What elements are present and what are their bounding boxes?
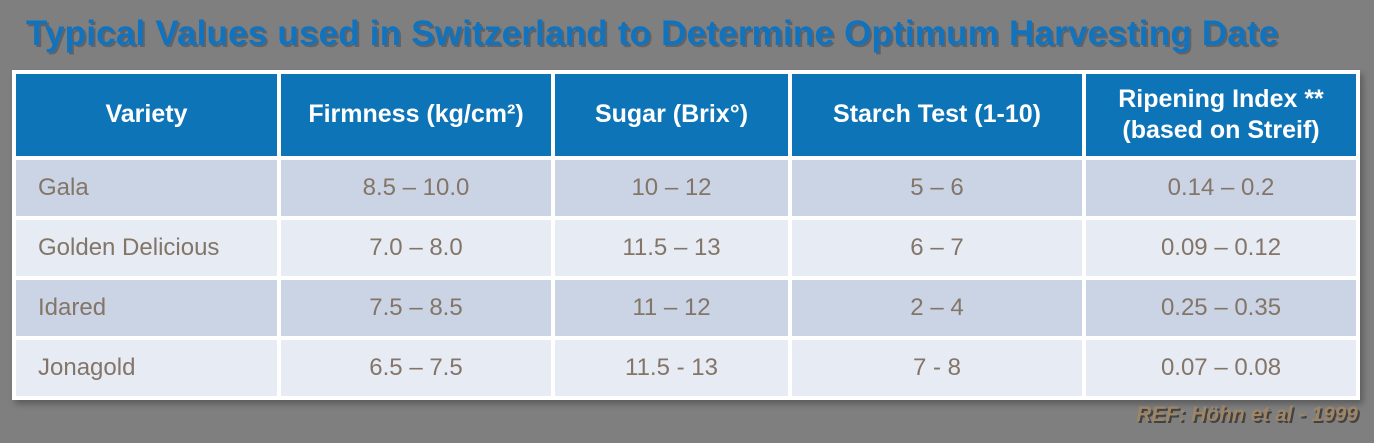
col-header-label: Starch Test (1-10) (833, 100, 1041, 129)
cell-starch: 5 – 6 (792, 160, 1082, 216)
cell-variety: Gala (16, 160, 277, 216)
cell-firmness: 7.5 – 8.5 (281, 280, 551, 336)
reference-note: REF: Höhn et al - 1999 (1136, 403, 1358, 426)
cell-ripening: 0.09 – 0.12 (1086, 220, 1356, 276)
col-header-label: Firmness (kg/cm²) (308, 100, 524, 129)
col-header-label-line2: (based on Streif) (1122, 116, 1320, 144)
col-header-label-line1: Ripening Index ** (1118, 84, 1324, 113)
cell-sugar: 10 – 12 (555, 160, 788, 216)
cell-firmness: 6.5 – 7.5 (281, 340, 551, 396)
page-title: Typical Values used in Switzerland to De… (26, 14, 1279, 53)
table-row: Gala 8.5 – 10.0 10 – 12 5 – 6 0.14 – 0.2 (16, 160, 1356, 216)
cell-starch: 2 – 4 (792, 280, 1082, 336)
cell-starch: 6 – 7 (792, 220, 1082, 276)
cell-sugar: 11.5 – 13 (555, 220, 788, 276)
col-header-ripening-index: Ripening Index ** (based on Streif) (1086, 74, 1356, 156)
cell-firmness: 7.0 – 8.0 (281, 220, 551, 276)
col-header-firmness: Firmness (kg/cm²) (281, 74, 551, 156)
cell-ripening: 0.14 – 0.2 (1086, 160, 1356, 216)
cell-firmness: 8.5 – 10.0 (281, 160, 551, 216)
col-header-starch-test: Starch Test (1-10) (792, 74, 1082, 156)
col-header-variety: Variety (16, 74, 277, 156)
cell-variety: Jonagold (16, 340, 277, 396)
col-header-label: Variety (105, 100, 188, 129)
cell-ripening: 0.07 – 0.08 (1086, 340, 1356, 396)
cell-variety: Golden Delicious (16, 220, 277, 276)
cell-ripening: 0.25 – 0.35 (1086, 280, 1356, 336)
table-row: Golden Delicious 7.0 – 8.0 11.5 – 13 6 –… (16, 220, 1356, 276)
col-header-label: Sugar (Brix°) (594, 100, 749, 129)
table-header-row: Variety Firmness (kg/cm²) Sugar (Brix°) … (16, 74, 1356, 156)
harvest-values-table: Variety Firmness (kg/cm²) Sugar (Brix°) … (12, 70, 1360, 400)
cell-sugar: 11.5 - 13 (555, 340, 788, 396)
table-row: Idared 7.5 – 8.5 11 – 12 2 – 4 0.25 – 0.… (16, 280, 1356, 336)
col-header-sugar: Sugar (Brix°) (555, 74, 788, 156)
table-row: Jonagold 6.5 – 7.5 11.5 - 13 7 - 8 0.07 … (16, 340, 1356, 396)
cell-sugar: 11 – 12 (555, 280, 788, 336)
cell-starch: 7 - 8 (792, 340, 1082, 396)
cell-variety: Idared (16, 280, 277, 336)
